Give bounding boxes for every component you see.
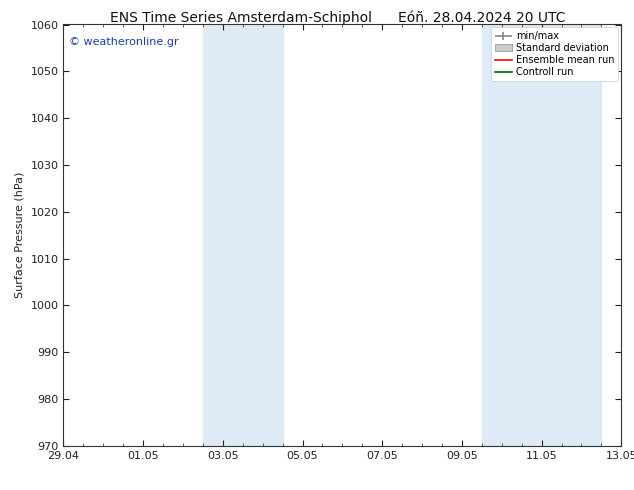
Text: Εόñ. 28.04.2024 20 UTC: Εόñ. 28.04.2024 20 UTC: [398, 11, 566, 25]
Y-axis label: Surface Pressure (hPa): Surface Pressure (hPa): [15, 172, 25, 298]
Bar: [203, 24, 283, 446]
Text: © weatheronline.gr: © weatheronline.gr: [69, 37, 179, 47]
Legend: min/max, Standard deviation, Ensemble mean run, Controll run: min/max, Standard deviation, Ensemble me…: [491, 27, 618, 81]
Bar: [482, 24, 602, 446]
Text: ENS Time Series Amsterdam-Schiphol: ENS Time Series Amsterdam-Schiphol: [110, 11, 372, 25]
